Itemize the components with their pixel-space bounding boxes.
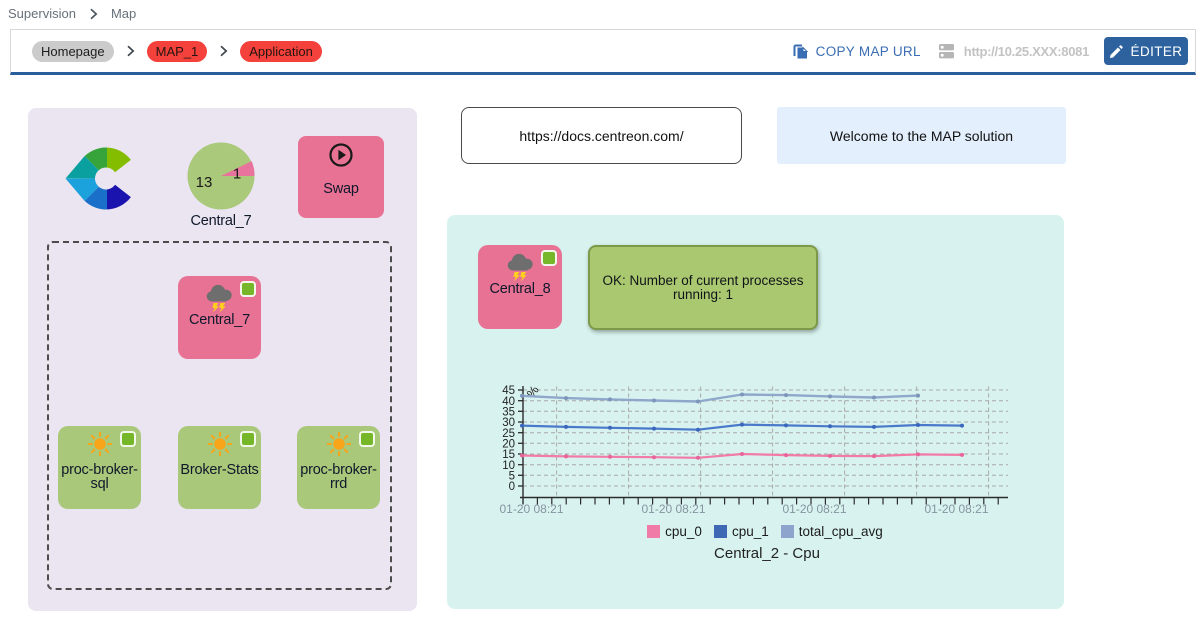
svg-text:01-20 08:21: 01-20 08:21 <box>782 502 846 516</box>
svg-text:01-20 08:21: 01-20 08:21 <box>499 502 563 516</box>
svg-text:01-20 08:21: 01-20 08:21 <box>924 502 988 516</box>
svg-text:35: 35 <box>502 407 515 419</box>
svg-text:20: 20 <box>502 439 515 451</box>
svg-text:01-20 08:21: 01-20 08:21 <box>641 502 705 516</box>
svg-text:10: 10 <box>502 460 515 472</box>
svg-text:0: 0 <box>509 481 515 493</box>
svg-text:13: 13 <box>196 174 213 191</box>
svg-text:5: 5 <box>509 471 515 483</box>
svg-text:45: 45 <box>502 385 515 397</box>
svg-text:25: 25 <box>502 428 515 440</box>
svg-text:40: 40 <box>502 396 515 408</box>
svg-text:30: 30 <box>502 417 515 429</box>
svg-text:15: 15 <box>502 449 515 461</box>
svg-text:1: 1 <box>233 166 241 183</box>
